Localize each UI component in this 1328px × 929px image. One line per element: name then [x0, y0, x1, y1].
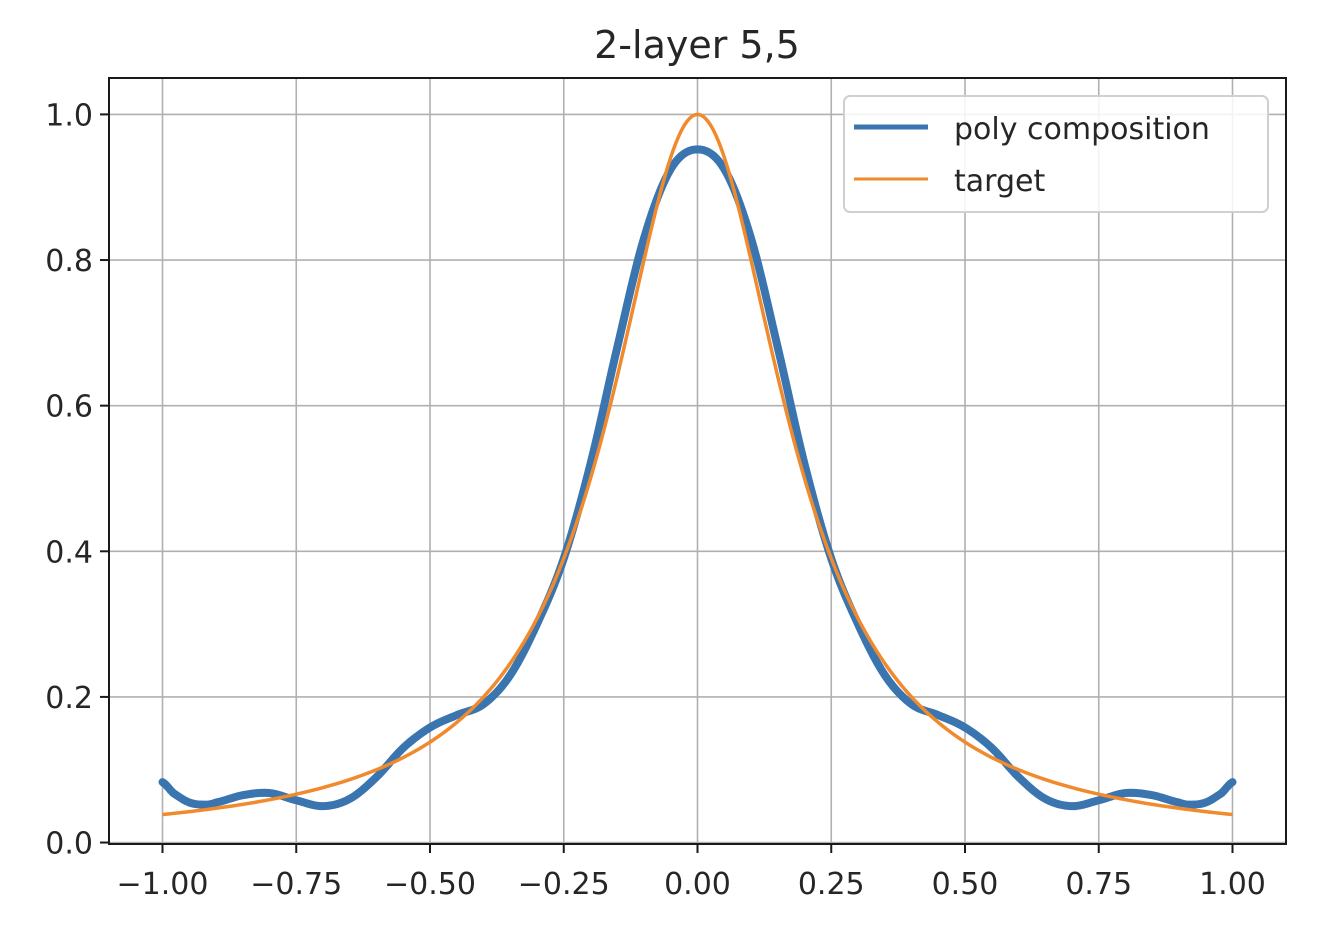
point-poly-composition: [1096, 797, 1102, 803]
y-tick-label: 1.0: [45, 98, 93, 133]
point-poly-composition: [454, 712, 460, 718]
y-tick-label: 0.2: [45, 681, 93, 716]
x-tick-label: 1.00: [1199, 867, 1266, 902]
point-poly-composition: [1123, 790, 1128, 796]
point-poly-composition: [721, 166, 727, 172]
point-poly-composition: [802, 461, 807, 467]
point-poly-composition: [400, 745, 406, 751]
point-poly-composition: [1149, 792, 1155, 798]
x-tick-label: −0.25: [518, 867, 610, 902]
point-poly-composition: [374, 774, 379, 780]
series-target-line: [162, 112, 1233, 817]
axis-ticks: −1.00 −0.75 −0.50 −0.25 0.00 0.25 0.50 0.75 1.00…: [45, 98, 1266, 902]
legend-marker-poly-composition: [888, 124, 894, 130]
point-poly-composition: [293, 797, 299, 803]
y-tick-label: 0.6: [45, 390, 93, 425]
point-poly-composition: [160, 779, 165, 785]
x-tick-label: 0.50: [932, 867, 999, 902]
point-poly-composition: [186, 799, 192, 805]
point-poly-composition: [748, 235, 754, 241]
x-tick-label: −0.50: [384, 867, 476, 902]
point-poly-composition: [170, 790, 176, 796]
x-tick-label: 0.25: [798, 867, 865, 902]
point-poly-composition: [427, 724, 433, 730]
point-poly-composition: [989, 745, 995, 751]
point-poly-composition: [695, 146, 700, 152]
point-poly-composition: [882, 672, 888, 678]
point-poly-composition: [347, 796, 353, 802]
point-poly-composition: [641, 235, 647, 241]
y-tick-label: 0.0: [45, 827, 93, 862]
x-tick-label: 0.75: [1065, 867, 1132, 902]
legend: poly composition target: [843, 95, 1269, 213]
legend-label-poly-composition: poly composition: [954, 112, 1210, 147]
point-poly-composition: [1042, 796, 1048, 802]
point-poly-composition: [1069, 803, 1075, 809]
point-poly-composition: [202, 802, 208, 808]
y-tick-label: 0.8: [45, 244, 93, 279]
point-poly-composition: [507, 672, 513, 678]
point-poly-composition: [481, 701, 486, 707]
point-poly-composition: [1187, 802, 1193, 808]
point-poly-composition: [267, 790, 272, 796]
x-tick-label: −0.75: [250, 867, 342, 902]
point-poly-composition: [1176, 799, 1182, 805]
point-poly-composition: [909, 701, 914, 707]
point-poly-composition: [320, 803, 326, 809]
point-poly-composition: [1230, 779, 1235, 785]
chart-title: 2-layer 5,5: [594, 23, 800, 67]
point-poly-composition: [962, 724, 968, 730]
point-poly-composition: [614, 344, 620, 350]
point-poly-composition: [775, 344, 781, 350]
point-poly-composition: [213, 799, 219, 805]
point-poly-composition: [935, 712, 941, 718]
series-layer: [158, 112, 1237, 817]
legend-label-target: target: [954, 164, 1045, 199]
point-poly-composition: [1219, 790, 1225, 796]
point-poly-composition: [1016, 774, 1021, 780]
x-tick-label: 0.00: [664, 867, 731, 902]
legend-box: [843, 95, 1269, 213]
point-poly-composition: [588, 461, 593, 467]
y-tick-label: 0.4: [45, 535, 93, 570]
point-poly-composition: [1203, 799, 1209, 805]
point-poly-composition: [668, 166, 674, 172]
x-tick-label: −1.00: [117, 867, 209, 902]
point-poly-composition: [240, 792, 246, 798]
